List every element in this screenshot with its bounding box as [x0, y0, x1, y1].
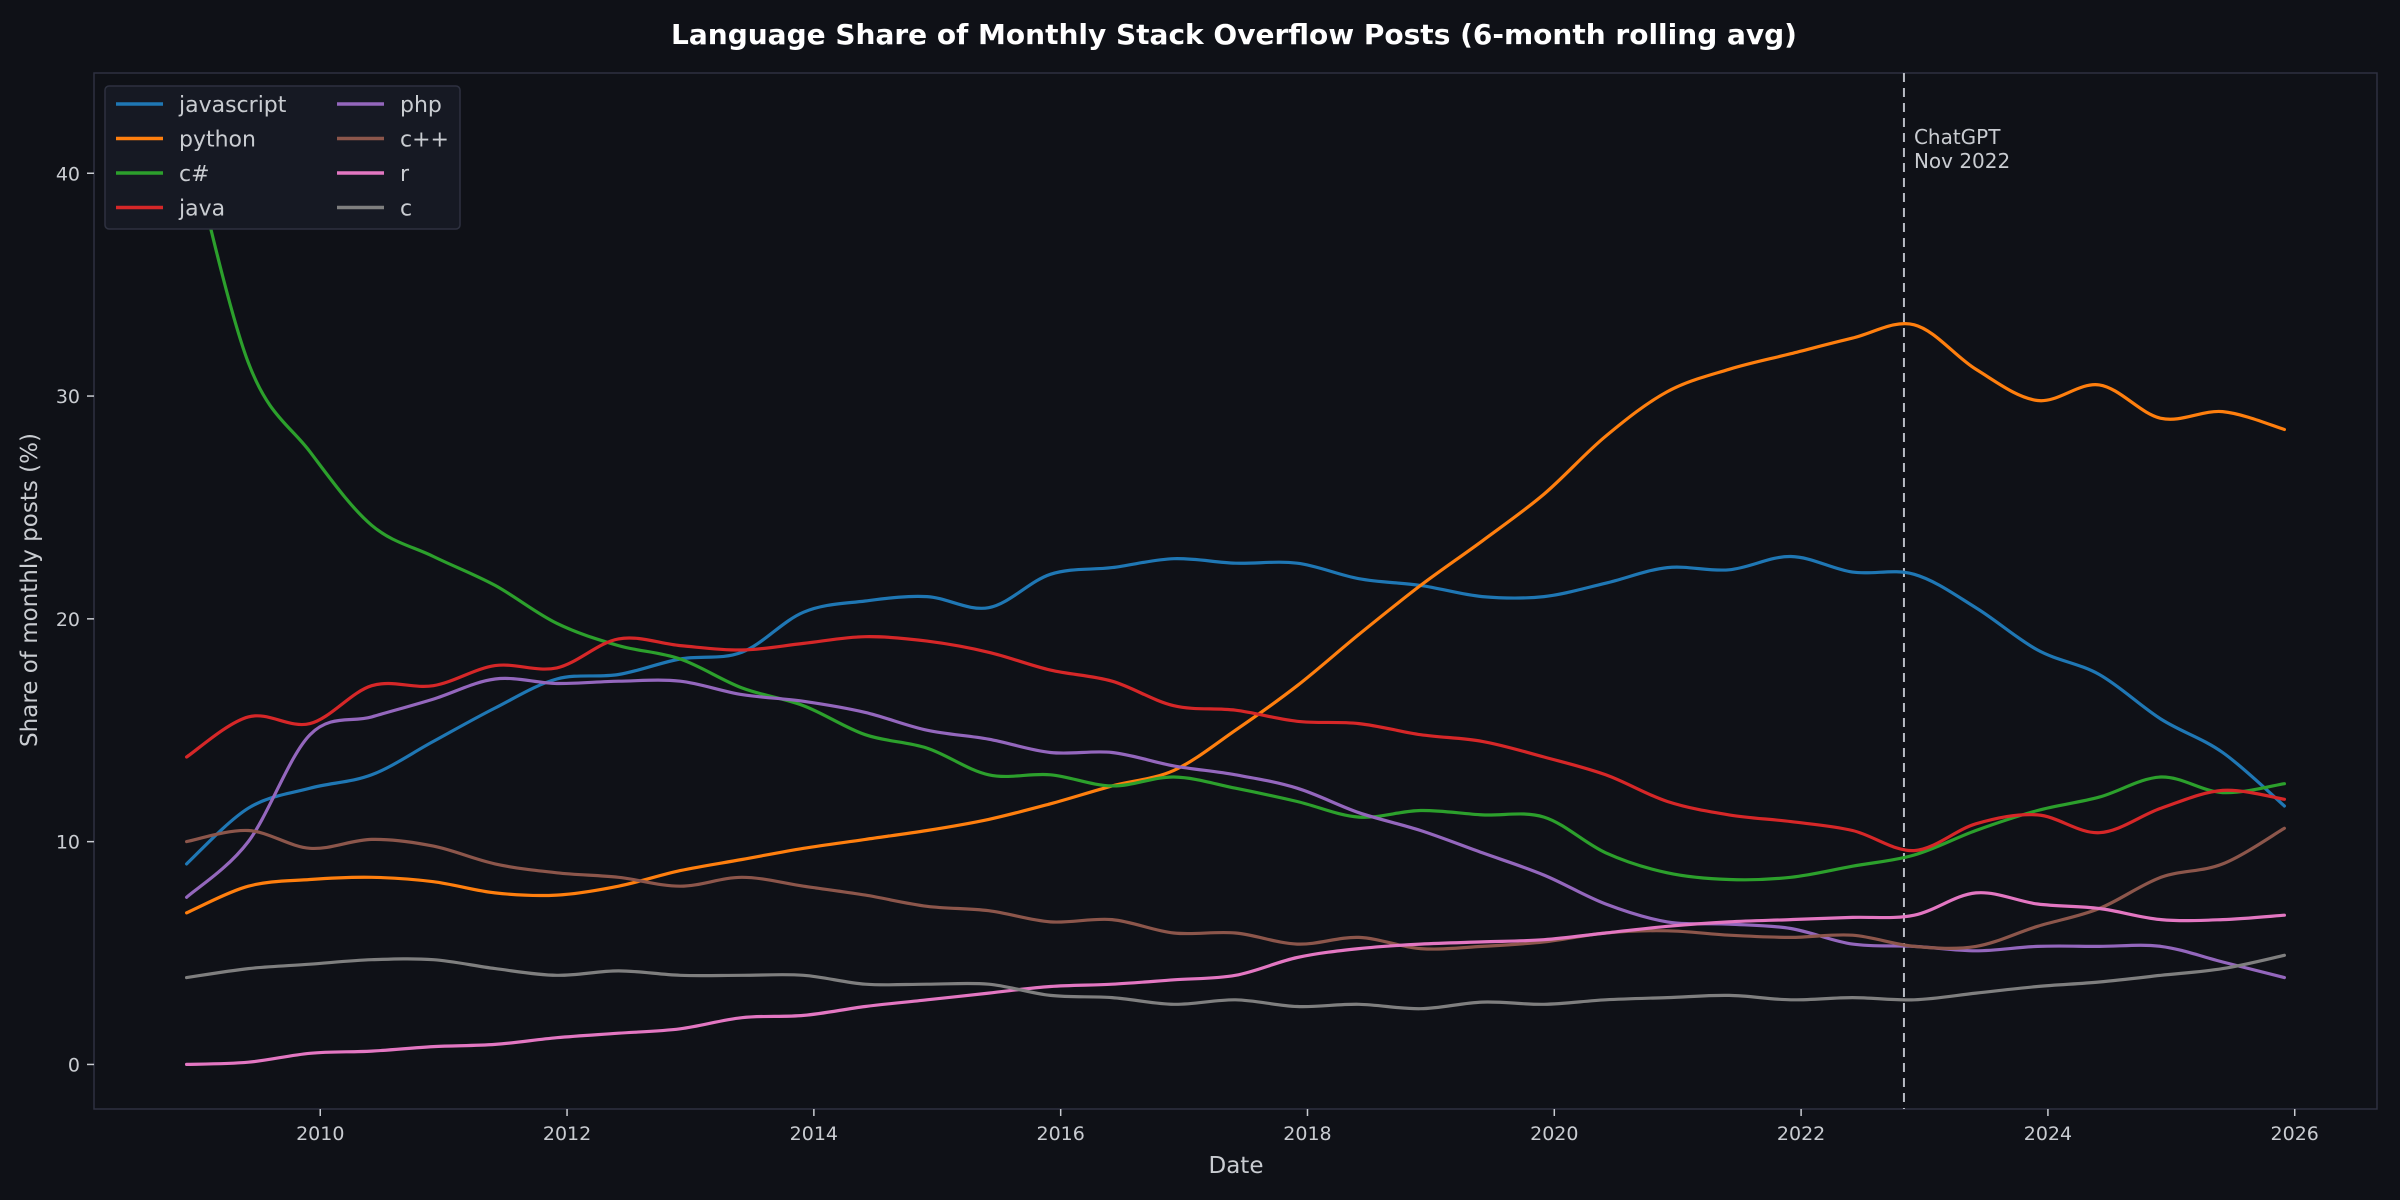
y-tick-label: 10	[56, 832, 80, 854]
series-line-c#	[185, 127, 2286, 882]
x-axis-ticks: 2010 2012 2014 2016 2018 2020 2022 2024 2026	[296, 1109, 2319, 1145]
series-line-c	[185, 953, 2286, 1011]
legend-label-php: php	[400, 93, 442, 118]
series-line-r	[185, 891, 2286, 1066]
legend-label-java: java	[178, 197, 225, 222]
series-line-java	[185, 635, 2286, 853]
series-line-javascript	[185, 554, 2286, 866]
x-tick-label: 2026	[2271, 1123, 2319, 1145]
series-line-python	[185, 322, 2286, 915]
y-tick-label: 20	[56, 609, 80, 631]
plot-frame	[93, 72, 2378, 1110]
x-tick-label: 2014	[790, 1123, 838, 1145]
x-tick-label: 2020	[1530, 1123, 1578, 1145]
y-axis-ticks: 0 10 20 30 40	[56, 163, 94, 1076]
x-tick-label: 2016	[1036, 1123, 1084, 1145]
chart-title: Language Share of Monthly Stack Overflow…	[671, 18, 1797, 51]
series-layer	[185, 127, 2286, 1066]
y-tick-label: 40	[56, 163, 80, 185]
legend-label-r: r	[400, 162, 410, 187]
y-axis-label: Share of monthly posts (%)	[17, 433, 43, 747]
legend-box	[104, 85, 461, 230]
legend-label-c++: c++	[400, 128, 449, 153]
x-tick-label: 2024	[2024, 1123, 2072, 1145]
series-line-c++	[185, 826, 2286, 951]
x-axis-label: Date	[1209, 1153, 1264, 1179]
legend-label-c#: c#	[179, 162, 210, 187]
x-tick-label: 2022	[1777, 1123, 1825, 1145]
x-tick-label: 2010	[296, 1123, 344, 1145]
y-tick-label: 30	[56, 386, 80, 408]
y-tick-label: 0	[68, 1054, 80, 1076]
legend-label-javascript: javascript	[178, 93, 287, 118]
legend-label-python: python	[179, 128, 256, 153]
x-tick-label: 2012	[543, 1123, 591, 1145]
annotation-label: Nov 2022	[1914, 149, 2010, 173]
legend: javascript python c# java php c++ rc	[104, 85, 461, 230]
legend-label-c: c	[400, 197, 412, 222]
x-tick-label: 2018	[1283, 1123, 1331, 1145]
annotation-label: ChatGPT	[1914, 125, 2001, 149]
